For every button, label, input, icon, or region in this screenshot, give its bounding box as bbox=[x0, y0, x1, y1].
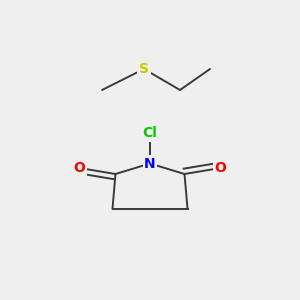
Text: O: O bbox=[74, 161, 86, 175]
Text: S: S bbox=[139, 62, 149, 76]
Text: O: O bbox=[214, 161, 226, 175]
Text: N: N bbox=[144, 157, 156, 170]
Text: Cl: Cl bbox=[142, 127, 158, 140]
